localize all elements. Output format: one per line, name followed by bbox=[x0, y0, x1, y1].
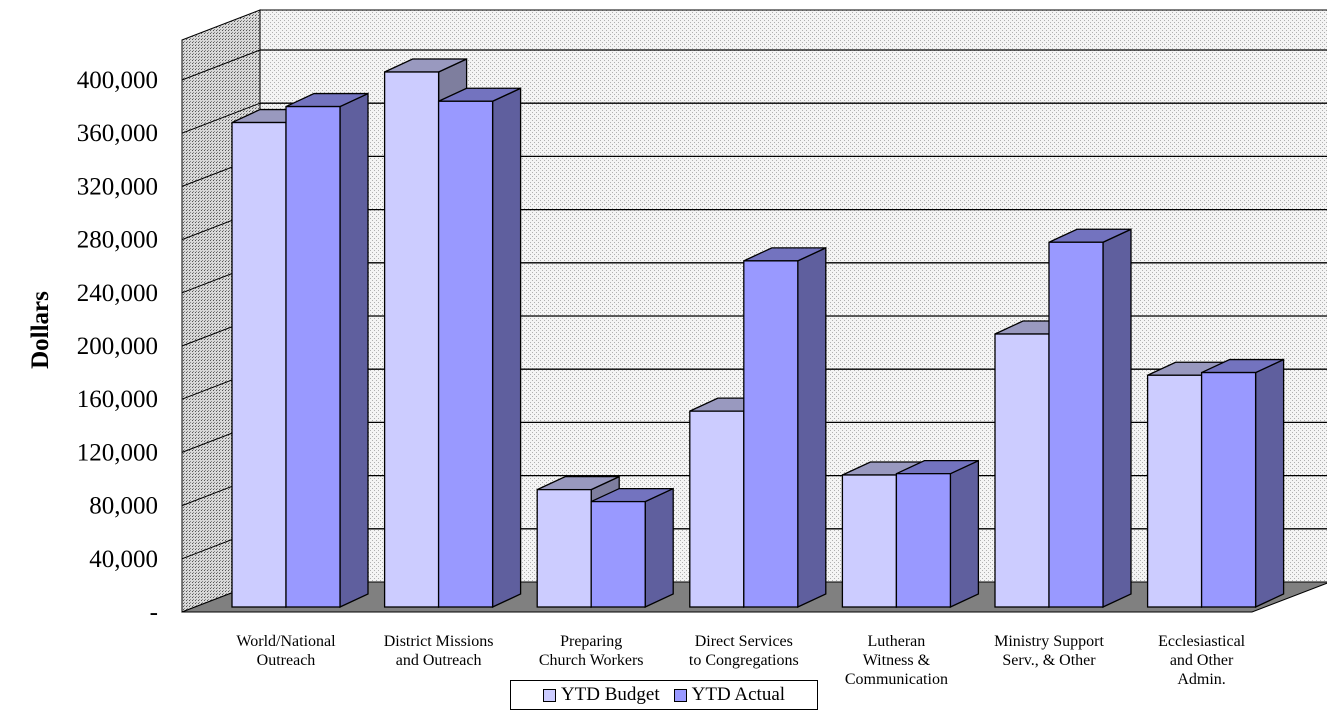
bar-side bbox=[797, 246, 827, 609]
bar-front bbox=[994, 333, 1050, 608]
bars bbox=[231, 57, 1285, 609]
x-tick-label: District Missions and Outreach bbox=[384, 633, 494, 669]
x-tick-label: Ecclesiastical and Other Admin. bbox=[1158, 633, 1246, 688]
bar-side bbox=[491, 87, 522, 609]
y-tick-label: - bbox=[150, 599, 158, 626]
y-tick-label: 400,000 bbox=[77, 67, 158, 94]
legend: YTD Budget YTD Actual bbox=[510, 680, 818, 710]
x-tick-label: Lutheran Witness & Communication bbox=[845, 633, 948, 688]
y-axis-ticks: - 40,000 80,000 120,000 160,000 200,000 240,00… bbox=[77, 67, 158, 626]
y-tick-label: 360,000 bbox=[77, 120, 158, 147]
bar-actual bbox=[590, 487, 674, 609]
x-tick-label: World/National Outreach bbox=[236, 633, 336, 669]
gridline-side bbox=[181, 102, 261, 134]
bar-front bbox=[1048, 241, 1104, 608]
y-tick-label: 120,000 bbox=[77, 439, 158, 466]
bar-front bbox=[1200, 371, 1257, 608]
bar-front bbox=[895, 473, 952, 608]
legend-label-budget: YTD Budget bbox=[560, 684, 660, 705]
y-tick-label: 200,000 bbox=[77, 333, 158, 360]
legend-swatch-actual bbox=[673, 688, 687, 702]
bar-actual bbox=[1200, 358, 1285, 609]
bar-side bbox=[644, 487, 674, 609]
bar-actual bbox=[743, 246, 827, 609]
x-axis-labels: World/National Outreach District Missions a… bbox=[236, 633, 1245, 688]
y-axis-label: Dollars bbox=[27, 291, 54, 369]
y-tick-label: 40,000 bbox=[89, 546, 158, 573]
bar-actual bbox=[1048, 228, 1132, 609]
legend-swatch-budget bbox=[542, 688, 556, 702]
y-tick-label: 160,000 bbox=[77, 386, 158, 413]
bar-front bbox=[536, 488, 592, 608]
bar-side bbox=[339, 92, 369, 609]
bar-front bbox=[231, 121, 287, 608]
bar-front bbox=[383, 71, 440, 608]
bar-front bbox=[743, 260, 799, 608]
y-tick-label: 280,000 bbox=[77, 227, 158, 254]
y-tick-label: 320,000 bbox=[77, 173, 158, 200]
bar-actual bbox=[285, 92, 369, 609]
bar-front bbox=[1146, 374, 1203, 608]
bar-front bbox=[590, 500, 646, 608]
bar-front bbox=[285, 105, 341, 608]
bar-actual bbox=[437, 87, 522, 609]
bar-front bbox=[841, 474, 898, 608]
x-tick-label: Preparing Church Workers bbox=[539, 633, 644, 669]
x-tick-label: Direct Services to Congregations bbox=[689, 633, 799, 669]
y-tick-label: 80,000 bbox=[89, 493, 158, 520]
x-tick-label: Ministry Support Serv., & Other bbox=[994, 633, 1104, 669]
y-tick-label: 240,000 bbox=[77, 280, 158, 307]
legend-item-budget: YTD Budget bbox=[542, 684, 660, 706]
bar-side bbox=[1102, 228, 1132, 609]
bar-front bbox=[689, 410, 745, 608]
bar-actual bbox=[895, 459, 980, 609]
bar-side bbox=[949, 459, 980, 609]
legend-item-actual: YTD Actual bbox=[673, 684, 786, 706]
bar-side bbox=[1254, 358, 1285, 609]
legend-label-actual: YTD Actual bbox=[691, 684, 786, 705]
gridline-side bbox=[181, 49, 261, 81]
bar-front bbox=[437, 100, 494, 608]
